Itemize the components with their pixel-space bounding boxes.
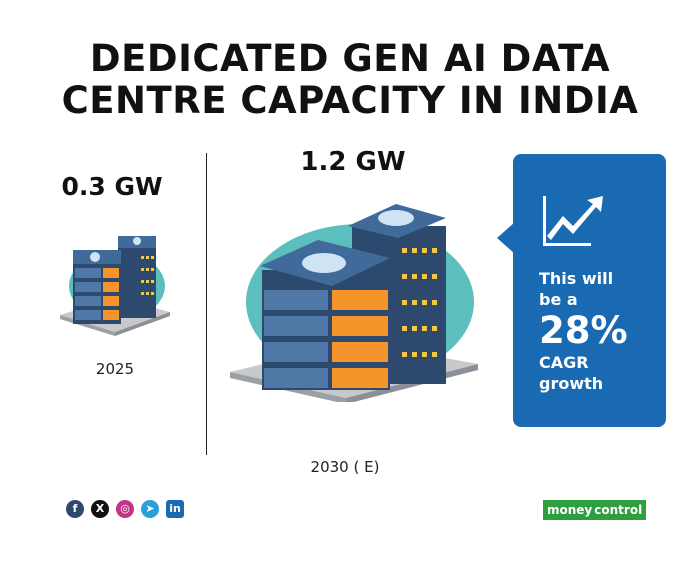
brand-part-2: control [594,500,647,520]
moneycontrol-logo: money control [543,500,647,520]
instagram-icon[interactable]: ◎ [116,500,134,518]
brand-part-1: money [543,500,595,520]
title-line-1: DEDICATED GEN AI DATA [89,37,611,80]
page-title: DEDICATED GEN AI DATA CENTRE CAPACITY IN… [0,38,700,122]
year-2030-label: 2030 ( E) [310,458,380,476]
telegram-icon[interactable]: ➤ [141,500,159,518]
callout-line-3: CAGR [539,353,589,372]
title-line-2: CENTRE CAPACITY IN INDIA [61,79,639,122]
callout-line-2: be a [539,290,578,309]
capacity-2030-value: 1.2 GW [300,147,406,177]
year-2025-label: 2025 [95,360,135,378]
linkedin-icon[interactable]: in [166,500,184,518]
facebook-icon[interactable]: f [66,500,84,518]
capacity-2025-value: 0.3 GW [61,172,163,201]
callout-line-4: growth [539,374,604,393]
server-rack-icon [60,236,170,336]
cagr-callout: This will be a 28% CAGR growth [513,154,666,427]
callout-text: This will be a 28% CAGR growth [539,268,659,394]
callout-pointer [497,222,515,254]
x-icon[interactable]: X [91,500,109,518]
trending-up-icon [543,196,603,246]
callout-line-1: This will [539,269,614,288]
server-rack-icon-large [230,204,478,402]
cagr-percent: 28% [539,309,628,352]
divider [206,153,207,455]
